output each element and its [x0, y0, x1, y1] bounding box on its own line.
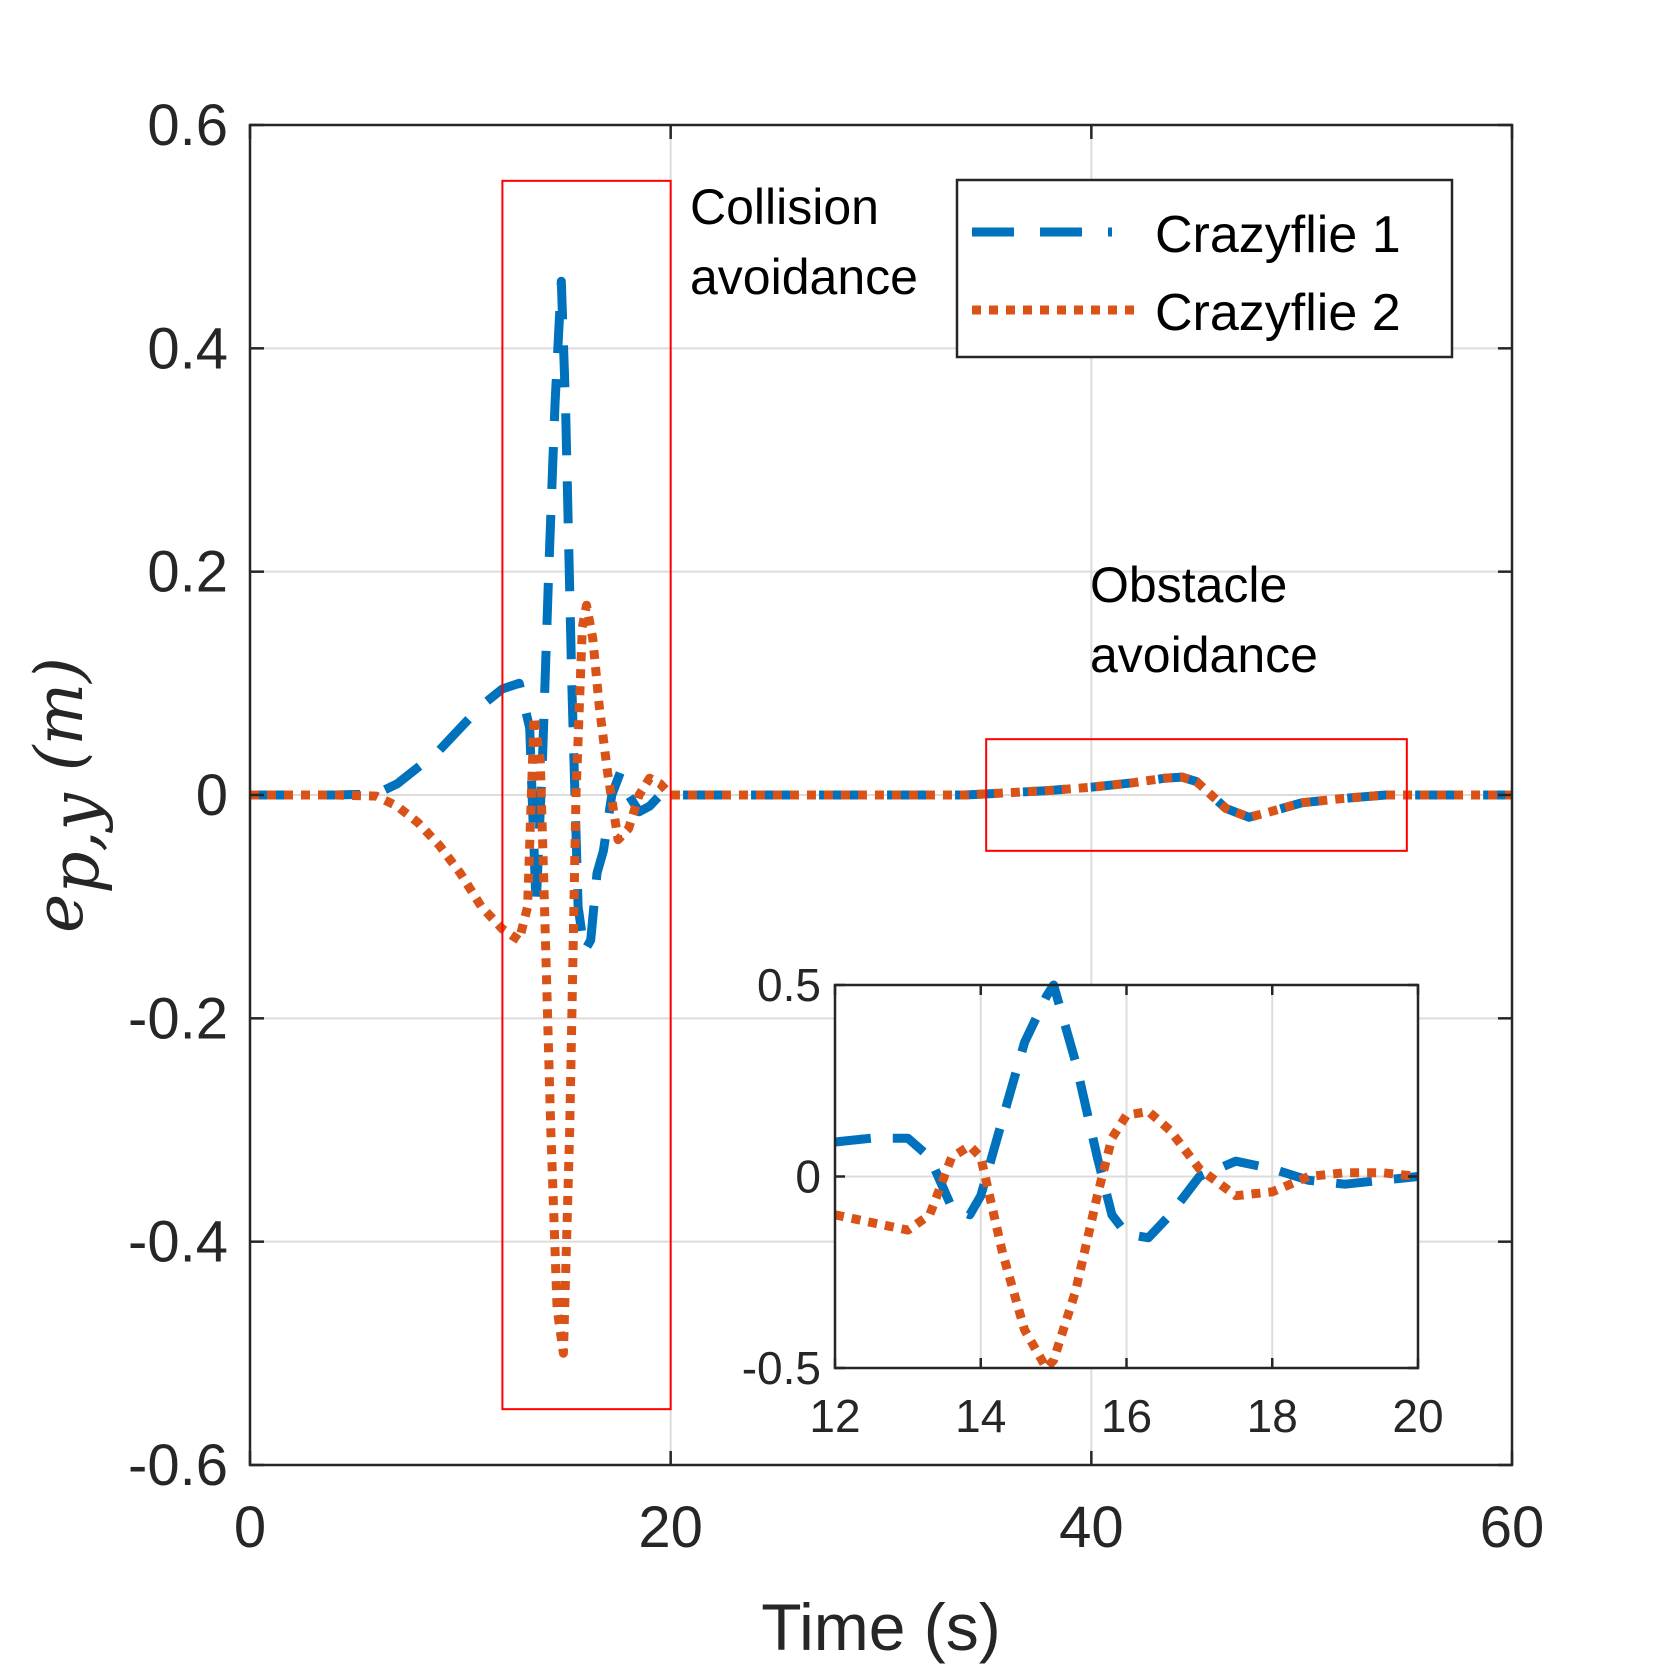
main-y-tick-label: 0.6	[147, 93, 228, 158]
inset-x-tick-label: 16	[1101, 1390, 1152, 1442]
y-axis-symbol: e	[21, 894, 98, 933]
main-y-tick-label: -0.6	[128, 1433, 228, 1498]
y-axis-unit: (m)	[21, 657, 98, 771]
main-series-1-line	[250, 276, 1512, 956]
annotation-obstacle-line1: Obstacle	[1090, 557, 1287, 613]
inset-y-tick-label: 0.5	[757, 959, 821, 1011]
obstacle-avoidance-box	[985, 738, 1408, 852]
main-y-tick-label: -0.4	[128, 1210, 228, 1275]
main-ticks: 0 20 40 60 -0.6 -0.4 -0.2 0 0.2 0.4 0.6	[128, 93, 1544, 1560]
inset-series	[834, 980, 1419, 1373]
main-y-tick-label: 0	[196, 763, 228, 828]
main-x-tick-label: 20	[638, 1495, 703, 1560]
collision-avoidance-box	[501, 179, 672, 1411]
inset-ticks: 12 14 16 18 20 -0.5 0 0.5	[742, 959, 1444, 1442]
main-y-tick-label: 0.4	[147, 316, 228, 381]
svg-text:ep,y(m): ep,y (m)	[21, 657, 114, 933]
inset-y-tick-label: -0.5	[742, 1342, 821, 1394]
inset-x-tick-label: 20	[1392, 1390, 1443, 1442]
y-axis-subscript: p,y	[37, 793, 114, 894]
y-axis-label: ep,y (m)	[21, 657, 114, 933]
main-y-tick-label: 0.2	[147, 540, 228, 605]
inset-x-tick-label: 12	[809, 1390, 860, 1442]
inset-grid	[835, 985, 1418, 1368]
annotation-collision-line1: Collision	[690, 179, 879, 235]
annotation-collision-line2: avoidance	[690, 249, 918, 305]
main-series	[250, 276, 1512, 1358]
inset-x-tick-label: 18	[1247, 1390, 1298, 1442]
main-series-2-line	[250, 600, 1512, 1358]
legend-label-crazyflie-2: Crazyflie 2	[1155, 284, 1401, 342]
annotation-boxes	[501, 179, 1408, 1411]
legend: Crazyflie 1 Crazyflie 2	[955, 178, 1454, 359]
legend-box	[955, 178, 1454, 359]
main-x-tick-label: 0	[234, 1495, 266, 1560]
legend-label-crazyflie-1: Crazyflie 1	[1155, 206, 1401, 264]
main-x-tick-label: 60	[1480, 1495, 1545, 1560]
main-y-tick-label: -0.2	[128, 986, 228, 1051]
inset-series-1-line	[834, 980, 1419, 1243]
main-x-tick-label: 40	[1059, 1495, 1124, 1560]
inset-y-tick-label: 0	[795, 1151, 821, 1203]
annotation-obstacle-line2: avoidance	[1090, 627, 1318, 683]
inset-x-tick-label: 14	[955, 1390, 1006, 1442]
x-axis-label: Time (s)	[761, 1590, 1001, 1664]
